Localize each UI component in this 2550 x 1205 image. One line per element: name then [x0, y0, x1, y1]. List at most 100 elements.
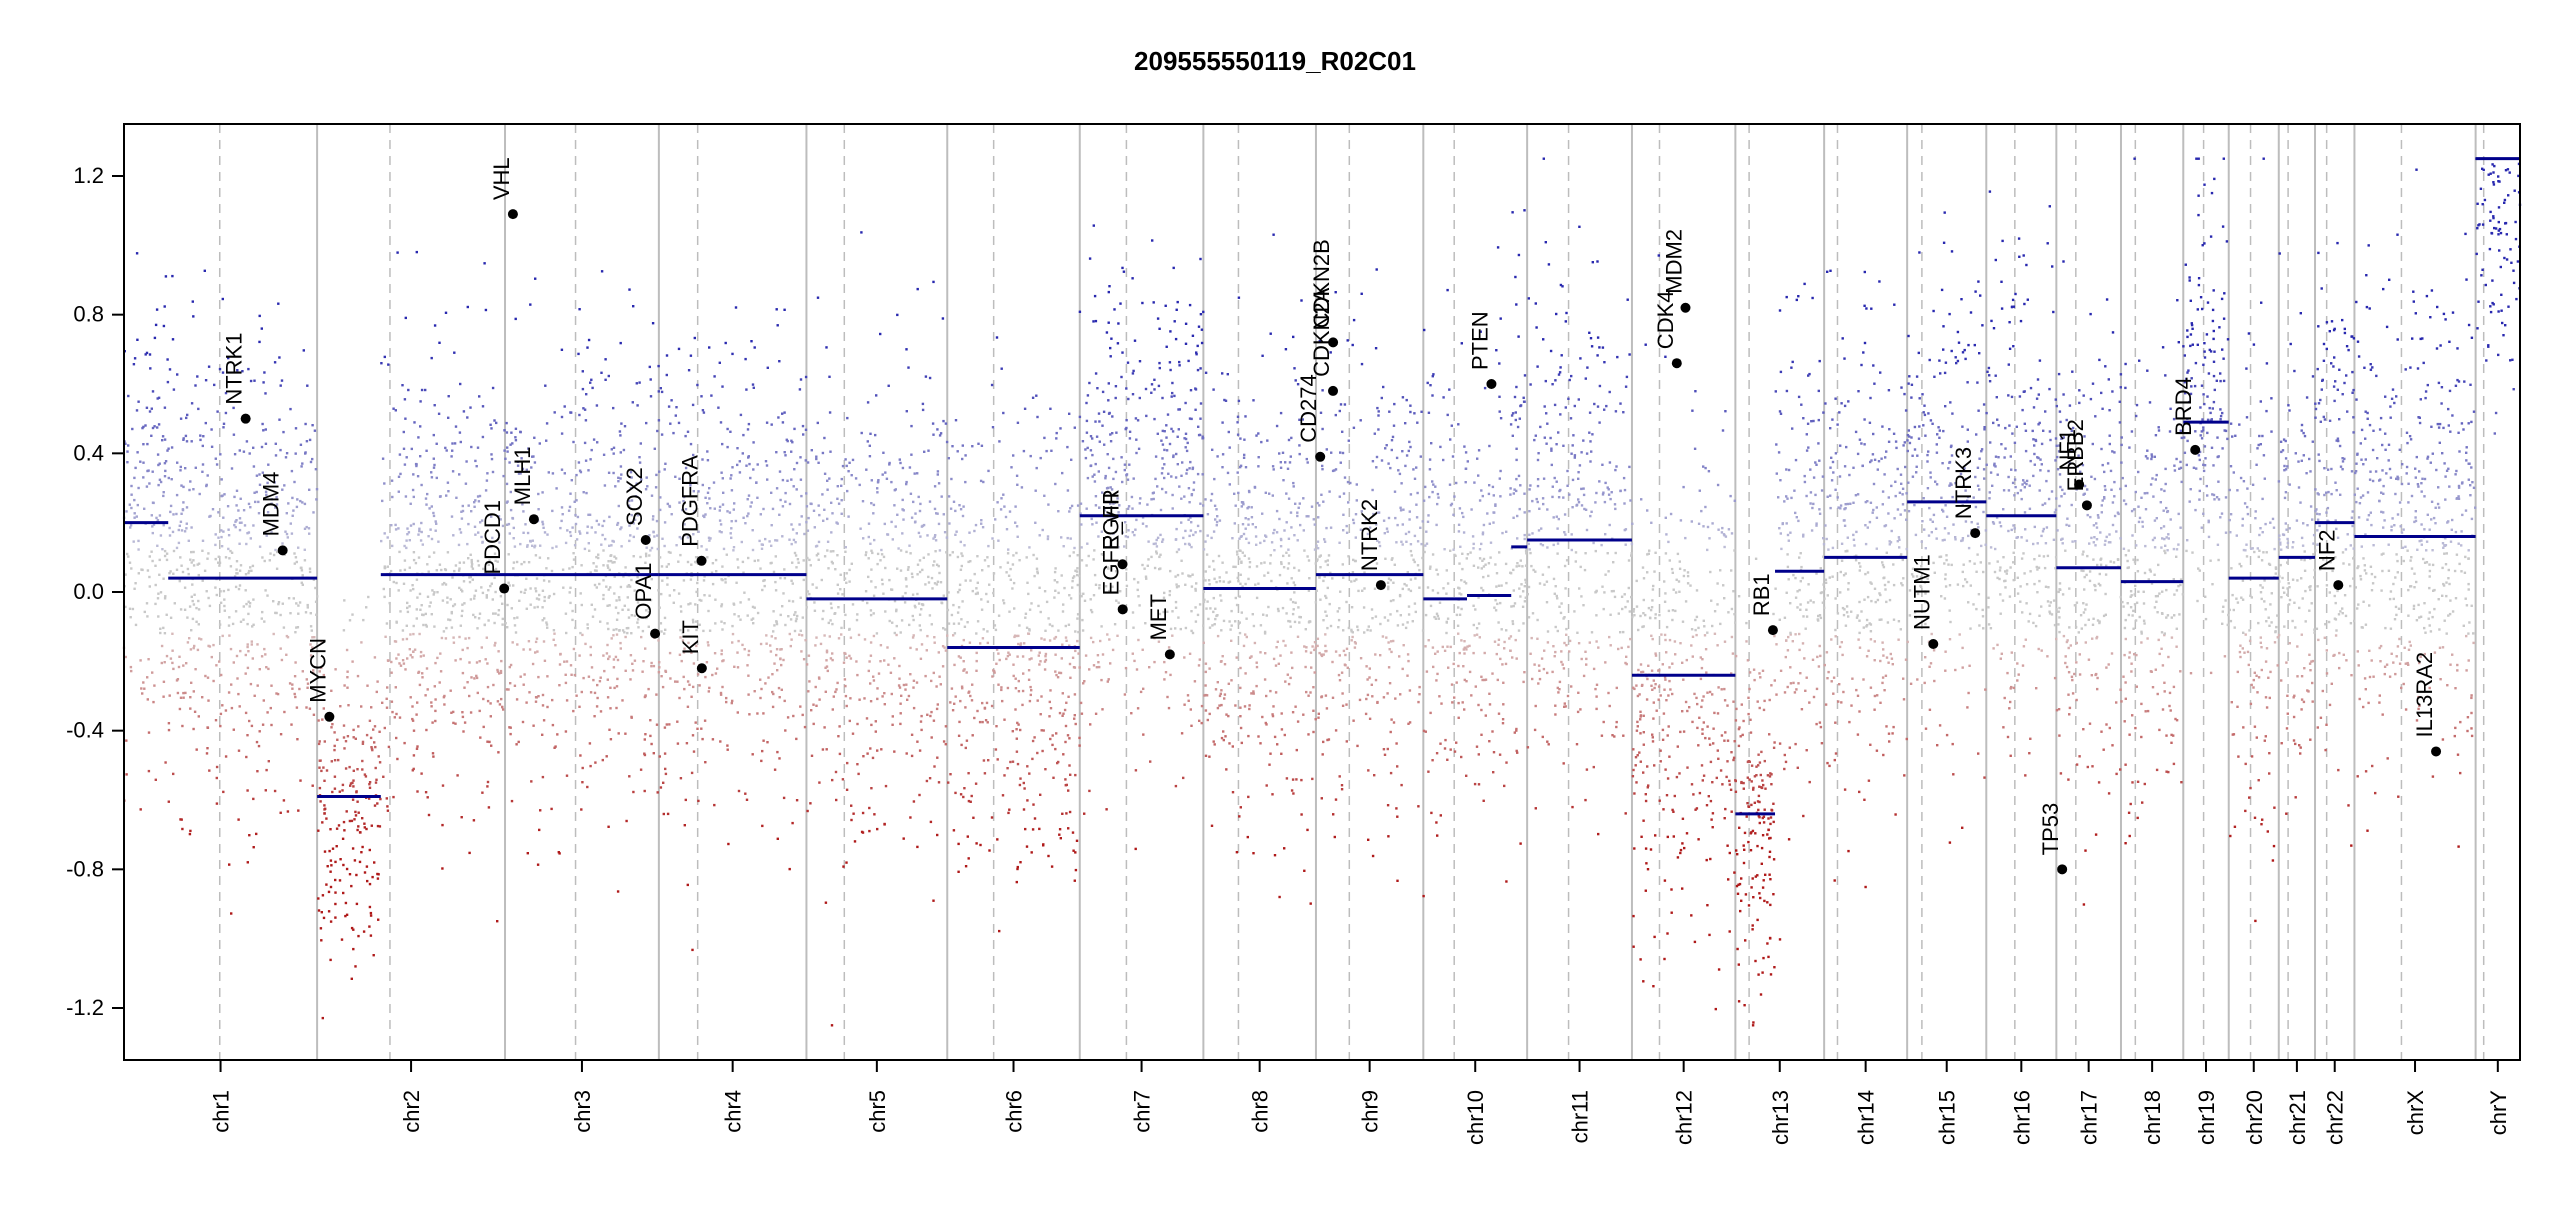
probe-point [610, 560, 612, 562]
probe-point [1457, 665, 1459, 667]
probe-point [1363, 606, 1365, 608]
probe-point [2040, 605, 2042, 607]
probe-point [1115, 397, 1117, 399]
probe-point [1748, 688, 1750, 690]
probe-point [1895, 440, 1897, 442]
probe-point [491, 583, 493, 585]
probe-point [694, 337, 696, 339]
probe-point [1176, 551, 1178, 553]
probe-point [1066, 446, 1068, 448]
probe-point [1194, 409, 1196, 411]
probe-point [2104, 489, 2106, 491]
probe-point [957, 611, 959, 613]
probe-point [355, 790, 357, 792]
probe-point [1812, 420, 1814, 422]
probe-point [1483, 524, 1485, 526]
probe-point [354, 811, 356, 813]
probe-point [1205, 607, 1207, 609]
probe-point [1499, 470, 1501, 472]
probe-point [2079, 673, 2081, 675]
probe-point [546, 675, 548, 677]
probe-point [1479, 548, 1481, 550]
probe-point [1249, 561, 1251, 563]
probe-point [2003, 456, 2005, 458]
probe-point [1560, 661, 1562, 663]
probe-point [766, 422, 768, 424]
probe-point [479, 736, 481, 738]
probe-point [1274, 854, 1276, 856]
probe-point [582, 370, 584, 372]
probe-point [2038, 555, 2040, 557]
probe-point [653, 752, 655, 754]
probe-point [1266, 784, 1268, 786]
probe-point [1704, 467, 1706, 469]
probe-point [1577, 478, 1579, 480]
probe-point [2051, 490, 2053, 492]
probe-point [2401, 463, 2403, 465]
probe-point [2379, 647, 2381, 649]
probe-point [730, 474, 732, 476]
probe-point [331, 760, 333, 762]
probe-point [163, 524, 165, 526]
probe-point [1065, 640, 1067, 642]
probe-point [1002, 794, 1004, 796]
probe-point [2348, 563, 2350, 565]
probe-point [1618, 612, 1620, 614]
probe-point [1702, 695, 1704, 697]
probe-point [2335, 602, 2337, 604]
probe-point [1224, 693, 1226, 695]
probe-point [1811, 529, 1813, 531]
probe-point [779, 696, 781, 698]
probe-point [911, 576, 913, 578]
probe-point [1135, 769, 1137, 771]
probe-point [2240, 477, 2242, 479]
probe-point [1528, 543, 1530, 545]
probe-point [2456, 497, 2458, 499]
probe-point [746, 799, 748, 801]
probe-point [1231, 624, 1233, 626]
probe-point [1701, 658, 1703, 660]
probe-point [2025, 602, 2027, 604]
probe-point [253, 846, 255, 848]
probe-point [1834, 879, 1836, 881]
probe-point [2203, 350, 2205, 352]
probe-point [1147, 558, 1149, 560]
probe-point [356, 903, 358, 905]
probe-point [713, 804, 715, 806]
probe-point [1251, 506, 1253, 508]
probe-point [1907, 335, 1909, 337]
probe-point [799, 705, 801, 707]
probe-point [2314, 488, 2316, 490]
probe-point [722, 492, 724, 494]
probe-point [2203, 184, 2205, 186]
probe-point [1054, 590, 1056, 592]
probe-point [1841, 560, 1843, 562]
probe-point [1450, 646, 1452, 648]
probe-point [305, 611, 307, 613]
probe-point [795, 738, 797, 740]
probe-point [1716, 644, 1718, 646]
probe-point [247, 572, 249, 574]
probe-point [2082, 551, 2084, 553]
probe-point [1545, 443, 1547, 445]
probe-point [1807, 583, 1809, 585]
probe-point [2285, 661, 2287, 663]
probe-point [1989, 441, 1991, 443]
probe-point [2241, 524, 2243, 526]
probe-point [659, 607, 661, 609]
probe-point [1429, 712, 1431, 714]
probe-point [1316, 502, 1318, 504]
probe-point [2134, 593, 2136, 595]
probe-point [1422, 895, 1424, 897]
probe-point [1543, 668, 1545, 670]
probe-point [161, 662, 163, 664]
probe-point [2133, 158, 2135, 160]
probe-point [1996, 644, 1998, 646]
probe-point [2097, 516, 2099, 518]
probe-point [1777, 496, 1779, 498]
probe-point [1717, 749, 1719, 751]
probe-point [2351, 470, 2353, 472]
probe-point [197, 408, 199, 410]
probe-point [2405, 368, 2407, 370]
probe-point [947, 781, 949, 783]
